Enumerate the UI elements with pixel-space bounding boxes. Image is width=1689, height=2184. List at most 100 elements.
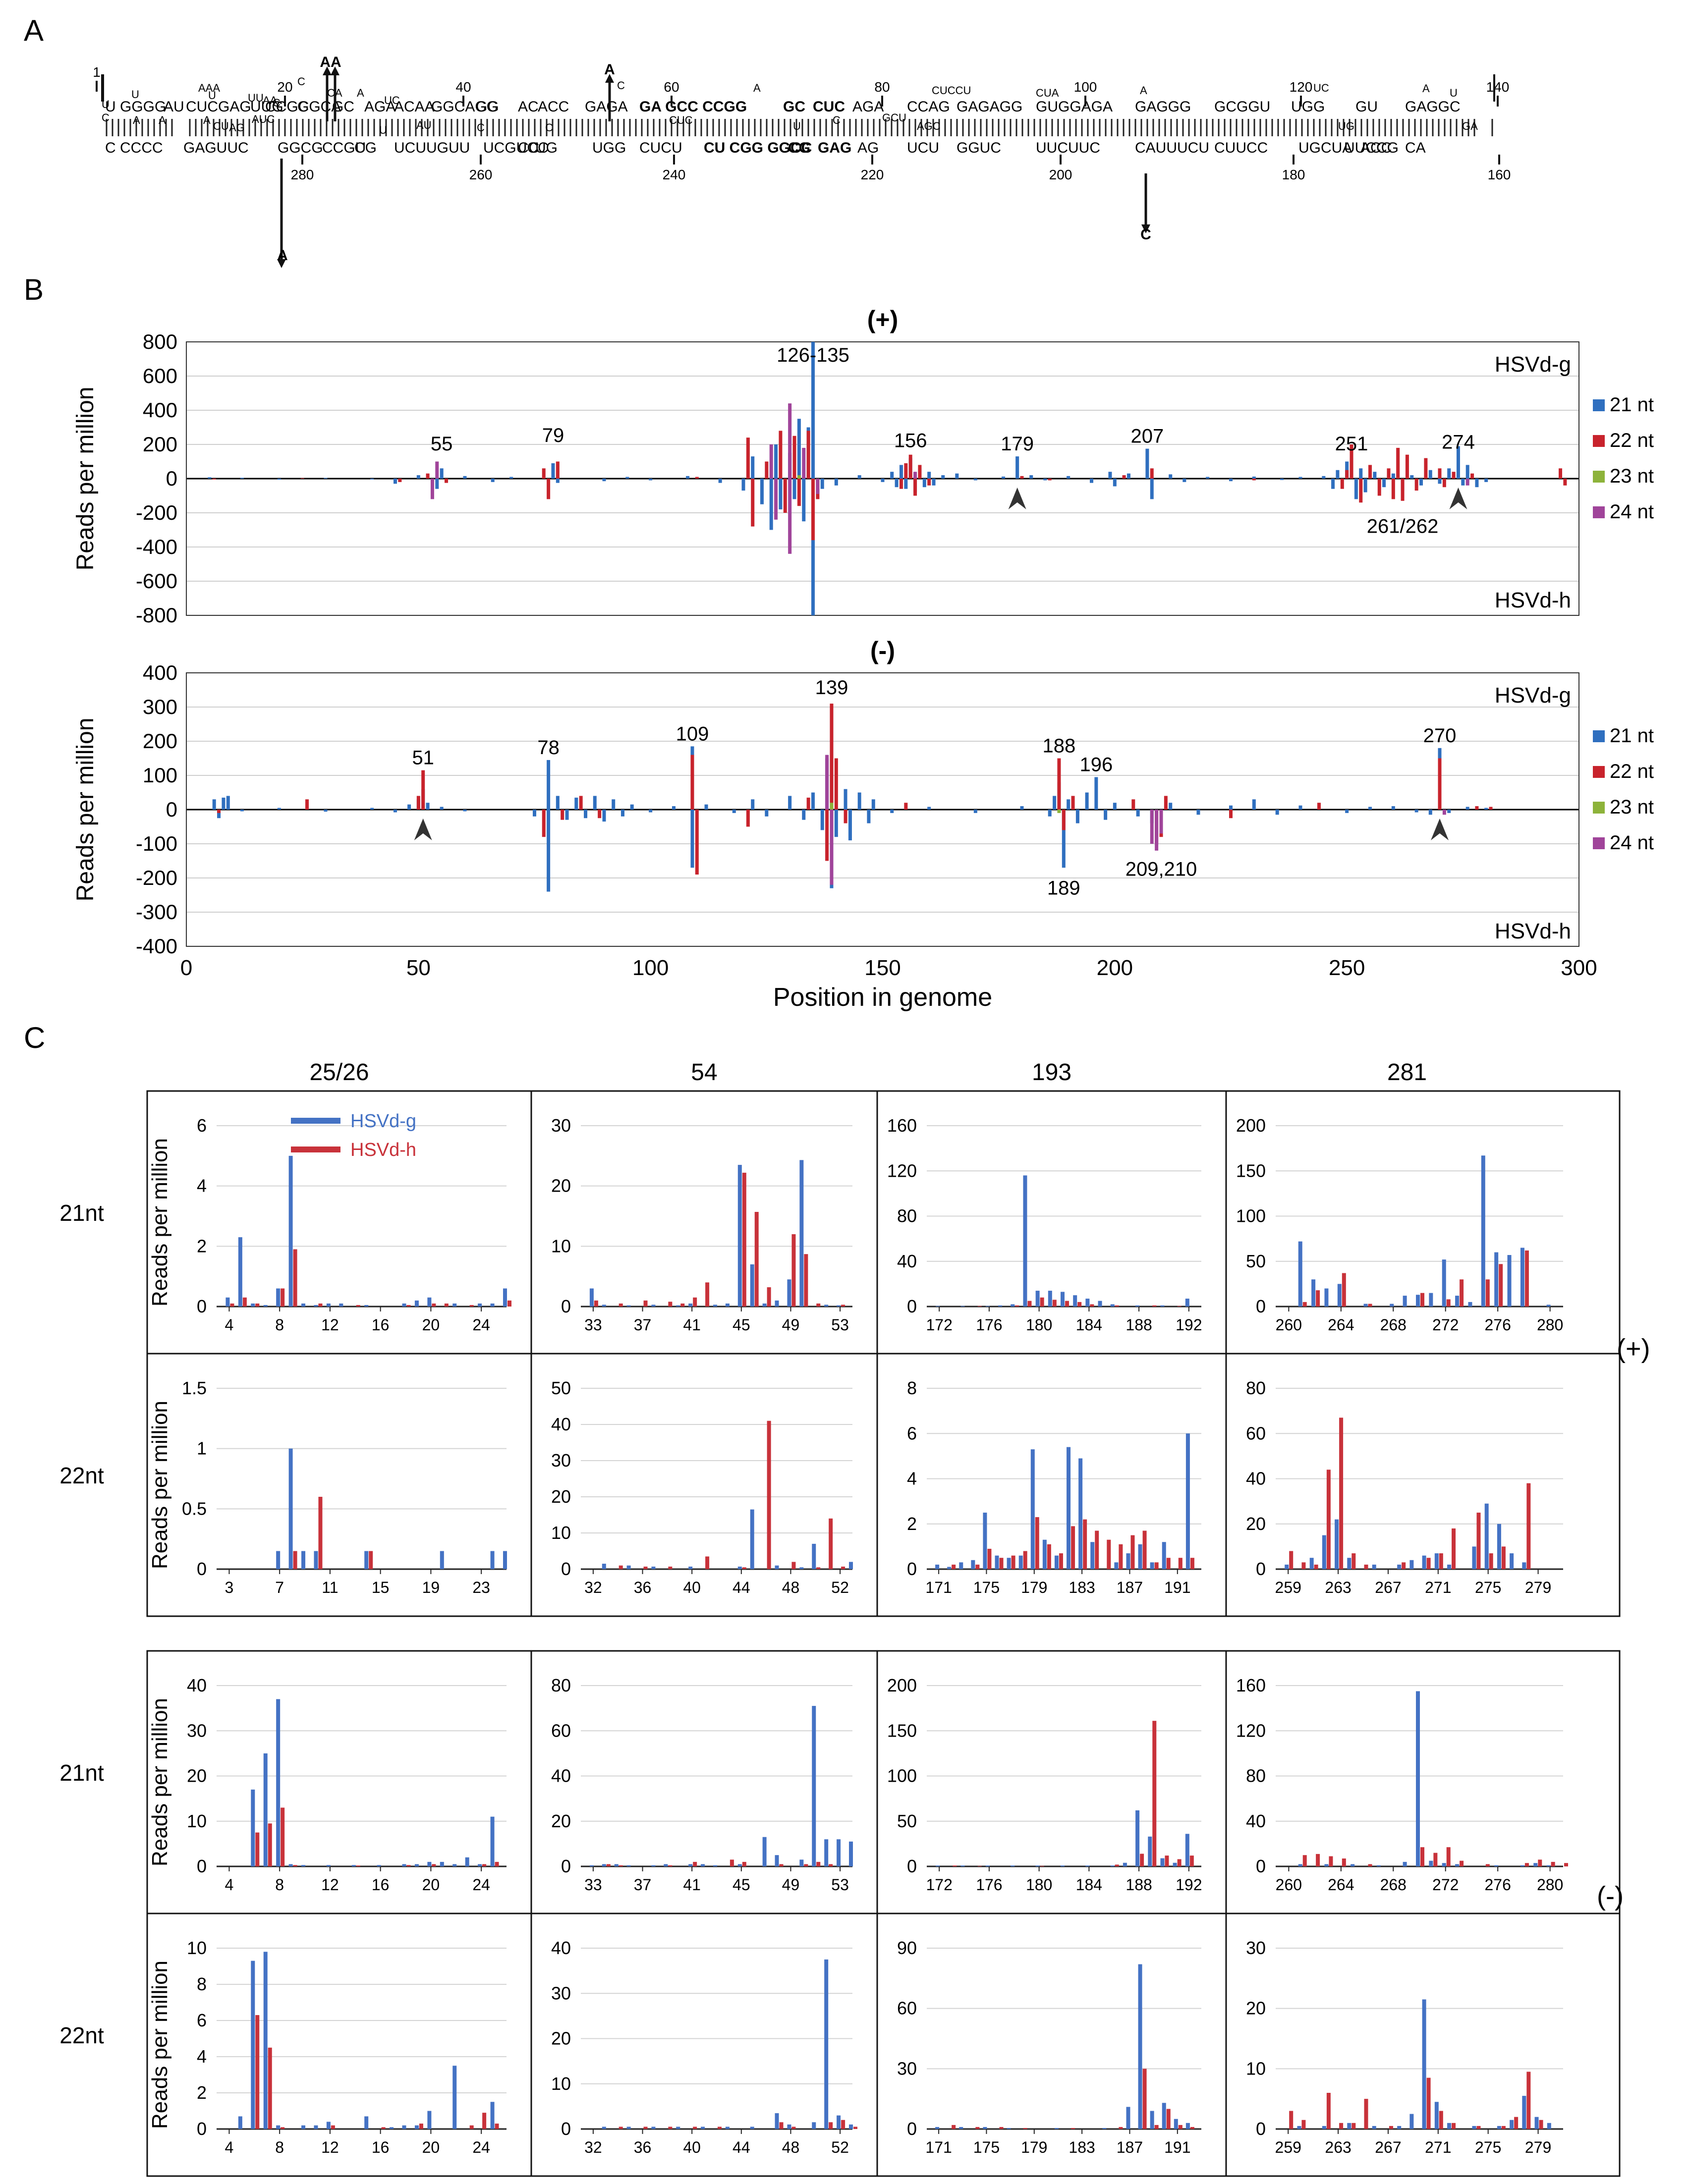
hotspot-bar bbox=[1510, 2120, 1514, 2129]
y-tick-label: 0 bbox=[197, 1856, 207, 1876]
hotspot-bar bbox=[1472, 1546, 1476, 1569]
hotspot-plot: 0 10 20 30 40 32 36 40 44 48 52 bbox=[551, 1938, 857, 2156]
x-tick-label: 150 bbox=[864, 956, 901, 980]
hotspot-bar bbox=[767, 1420, 771, 1569]
y-tick-label: 10 bbox=[187, 1811, 207, 1831]
hotspot-bar bbox=[1489, 1553, 1493, 1569]
hotspot-bar bbox=[1177, 1859, 1182, 1866]
hotspot-bar bbox=[664, 1864, 668, 1866]
hotspot-bar bbox=[742, 1567, 746, 1569]
structure-bottom-strand: UGUU bbox=[426, 140, 470, 156]
hotspot-bar bbox=[364, 1305, 369, 1307]
coverage-bar bbox=[1067, 476, 1070, 479]
plot-frame bbox=[186, 672, 1579, 947]
structure-position-number: 220 bbox=[861, 167, 884, 182]
coverage-bar bbox=[1396, 447, 1400, 479]
hotspot-bar bbox=[478, 1303, 482, 1307]
coverage-bar bbox=[1057, 758, 1061, 810]
hotspot-bar bbox=[1434, 1553, 1439, 1569]
x-tick-label: 250 bbox=[1329, 956, 1365, 980]
hotspot-bar bbox=[799, 1160, 804, 1307]
c-side-label-plus: (+) bbox=[1617, 1334, 1650, 1364]
hotspot-plot: 0 50 100 150 200 172 176 180 184 188 192 bbox=[887, 1675, 1202, 1894]
hotspot-bar bbox=[1447, 1564, 1452, 1569]
y-tick-label: 120 bbox=[887, 1160, 917, 1181]
hotspot-bar bbox=[1035, 1865, 1040, 1866]
hotspot-bar bbox=[1123, 1862, 1127, 1866]
coverage-bar bbox=[1075, 810, 1079, 823]
y-tick-label: 50 bbox=[551, 1378, 571, 1398]
structure-top-strand: GAGAGG bbox=[957, 99, 1022, 115]
hotspot-bar bbox=[364, 1551, 369, 1569]
coverage-bar bbox=[1438, 479, 1442, 484]
legend-label: 21 nt bbox=[1610, 394, 1654, 416]
hotspot-bar bbox=[791, 1234, 796, 1307]
structure-loop-base: A bbox=[357, 87, 364, 99]
coverage-bar bbox=[1206, 477, 1210, 479]
coverage-bar bbox=[1126, 473, 1130, 479]
coverage-bar bbox=[788, 796, 792, 810]
x-tick-label: 263 bbox=[1325, 1579, 1351, 1596]
coverage-bar bbox=[732, 810, 736, 813]
hotspot-bar bbox=[1507, 1255, 1512, 1307]
y-tick-label: 300 bbox=[143, 695, 177, 718]
y-tick-label: 1.5 bbox=[182, 1378, 207, 1398]
x-tick-label: 45 bbox=[732, 1876, 750, 1894]
structure-top-strand: U bbox=[105, 99, 116, 115]
hotspot-bar bbox=[242, 1297, 247, 1307]
structure-top-strand: GGCAGG bbox=[431, 99, 498, 115]
coverage-bar bbox=[1015, 456, 1019, 479]
y-tick-label: 6 bbox=[197, 1115, 207, 1136]
y-axis-label: Reads per million bbox=[148, 1961, 172, 2129]
coverage-bar bbox=[1373, 472, 1377, 479]
x-tick-label: 8 bbox=[275, 1316, 284, 1334]
hotspot-bar bbox=[799, 1859, 804, 1866]
hotspot-bar bbox=[737, 1165, 742, 1307]
coverage-bar bbox=[844, 789, 847, 810]
hotspot-bar bbox=[1007, 2128, 1011, 2129]
structure-bottom-strand: CG bbox=[354, 140, 377, 156]
coverage-bar bbox=[797, 475, 801, 479]
hotspot-bar bbox=[1329, 1856, 1333, 1866]
hotspot-bar bbox=[1533, 1863, 1538, 1866]
hotspot-bar bbox=[1376, 1865, 1381, 1866]
hotspot-bar bbox=[1298, 1241, 1302, 1307]
y-tick-label: 2 bbox=[907, 1514, 917, 1534]
coverage-bar bbox=[1484, 808, 1488, 810]
y-tick-label: 100 bbox=[143, 764, 177, 787]
y-tick-label: 10 bbox=[551, 2074, 571, 2094]
hotspot-bar bbox=[1011, 1865, 1015, 1866]
hotspot-bar bbox=[742, 1861, 746, 1866]
hotspot-bar bbox=[1142, 2069, 1147, 2129]
hotspot-bar bbox=[1107, 1539, 1111, 1569]
hotspot-bar bbox=[643, 1566, 648, 1569]
x-tick-label: 180 bbox=[1026, 1876, 1052, 1894]
column-title: 193 bbox=[1032, 1059, 1071, 1086]
hotspot-bar bbox=[490, 1551, 495, 1569]
structure-top-strand: GAGGG bbox=[1135, 99, 1191, 115]
coverage-bar bbox=[602, 810, 606, 822]
structure-loop-base: A bbox=[1140, 84, 1147, 97]
hotspot-bar bbox=[841, 1305, 845, 1307]
hotspot-bar bbox=[1522, 1562, 1526, 1569]
hotspot-bar bbox=[1297, 2126, 1301, 2129]
x-tick-label: 45 bbox=[732, 1316, 750, 1334]
hotspot-bar bbox=[1142, 1530, 1147, 1569]
hotspot-bar bbox=[1040, 1297, 1044, 1307]
hotspot-bar bbox=[1372, 1564, 1376, 1569]
hotspot-plot: 0 50 100 150 200 260 264 268 272 276 280 281 bbox=[1236, 1059, 1563, 1334]
y-tick-label: 20 bbox=[551, 1486, 571, 1507]
mutation-label: A bbox=[604, 61, 615, 78]
coverage-bar bbox=[899, 479, 903, 489]
hotspot-bar bbox=[1316, 1854, 1320, 1866]
structure-bottom-strand: GAGUUC bbox=[183, 140, 249, 156]
hotspot-plot: 0 40 80 120 160 260 264 268 272 276 280 bbox=[1236, 1675, 1568, 1894]
hotspot-bar bbox=[1154, 1562, 1159, 1569]
structure-loop-base: GA bbox=[1462, 120, 1478, 132]
coverage-bar bbox=[774, 444, 778, 479]
hotspot-bar bbox=[339, 1303, 343, 1307]
hotspot-bar bbox=[693, 1861, 697, 1866]
x-tick-label: 12 bbox=[321, 1876, 339, 1894]
x-tick-label: 275 bbox=[1475, 1579, 1501, 1596]
